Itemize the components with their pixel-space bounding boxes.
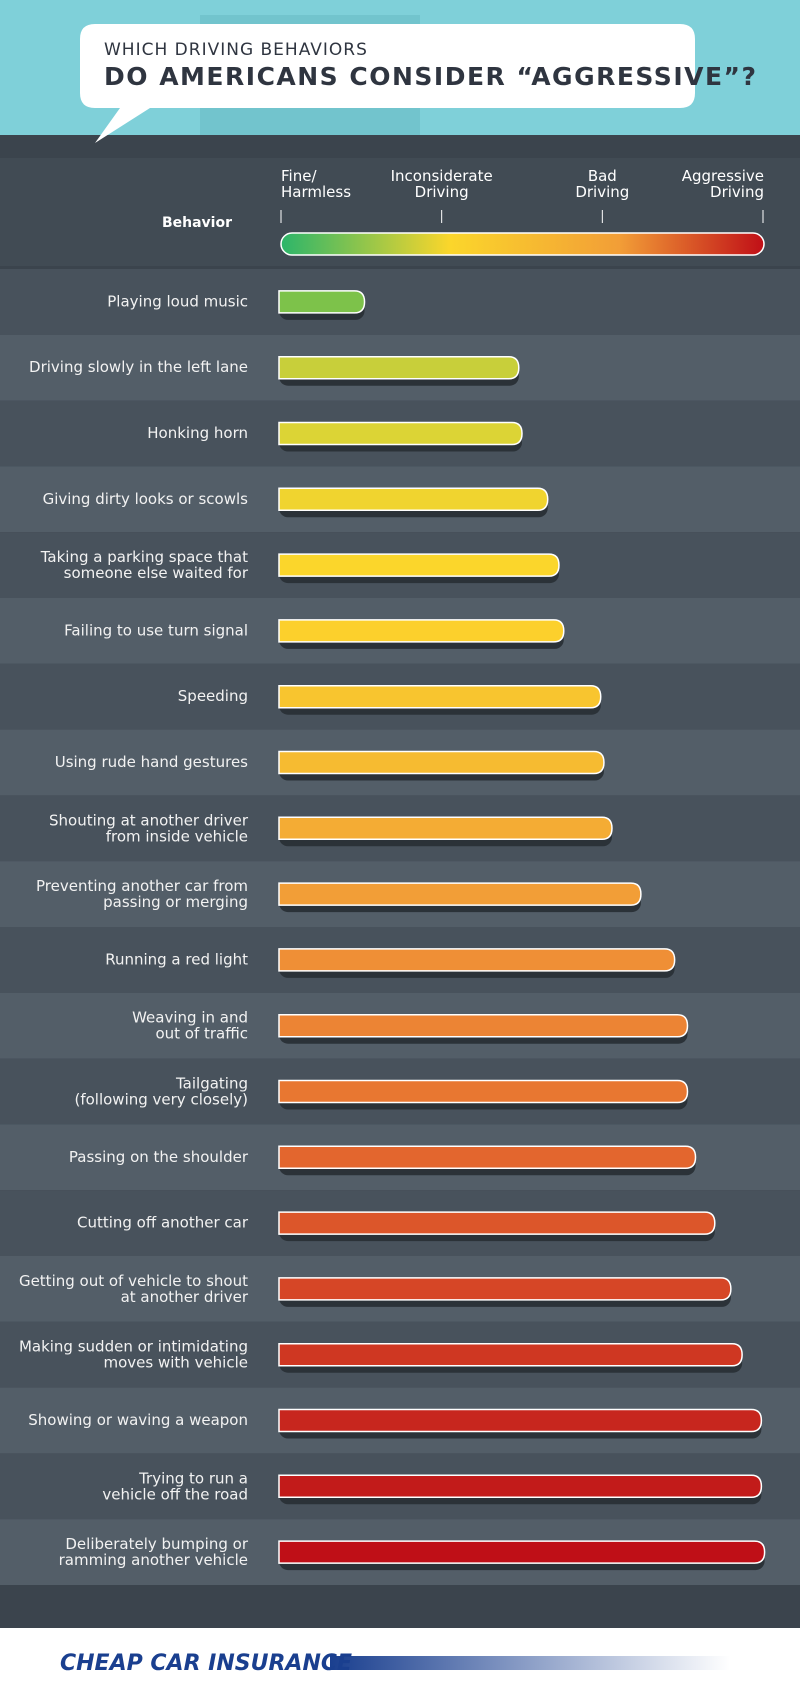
bar — [278, 1211, 716, 1235]
bar — [278, 619, 565, 643]
bar — [278, 553, 560, 577]
bar — [278, 1277, 732, 1301]
bar — [278, 355, 520, 380]
logo-stripe — [330, 1656, 730, 1670]
x-tick-label: Bad Driving — [575, 167, 629, 201]
x-tick-label: Aggressive Driving — [682, 167, 764, 201]
bar — [278, 948, 676, 972]
speech-bubble — [80, 24, 695, 143]
category-label: Running a red light — [105, 950, 248, 968]
category-label: Tailgating (following very closely) — [74, 1074, 248, 1108]
bar — [278, 750, 605, 775]
bar — [278, 1408, 763, 1433]
category-label: Honking horn — [147, 424, 248, 442]
bar — [278, 1013, 689, 1038]
category-label: Cutting off another car — [77, 1214, 249, 1232]
category-label: Showing or waving a weapon — [28, 1411, 248, 1429]
category-label: Taking a parking space that someone else … — [40, 548, 249, 582]
bar — [278, 290, 366, 314]
category-label: Making sudden or intimidating moves with … — [19, 1337, 248, 1371]
category-label: Passing on the shoulder — [69, 1148, 249, 1166]
category-label: Shouting at another driver from inside ve… — [49, 811, 249, 845]
bar — [278, 1540, 766, 1564]
logo: CHEAP CAR INSURANCE — [60, 1651, 352, 1676]
subtitle: WHICH DRIVING BEHAVIORS — [104, 40, 368, 60]
category-label: Deliberately bumping or ramming another v… — [59, 1535, 249, 1569]
x-tick-label: Inconsiderate Driving — [391, 167, 493, 201]
bar — [278, 684, 602, 709]
bar — [278, 1474, 763, 1499]
category-header: Behavior — [162, 215, 232, 231]
bar — [278, 882, 642, 906]
bar — [278, 1079, 689, 1104]
category-label: Giving dirty looks or scowls — [43, 490, 249, 508]
title: DO AMERICANS CONSIDER “AGGRESSIVE”? — [104, 62, 757, 91]
category-label: Trying to run a vehicle off the road — [102, 1469, 248, 1503]
category-label: Failing to use turn signal — [64, 621, 248, 639]
x-tick-label: Fine/Harmless — [281, 167, 351, 201]
category-label: Preventing another car from passing or me… — [36, 877, 248, 911]
category-label: Driving slowly in the left lane — [29, 358, 248, 376]
bar — [278, 487, 549, 512]
category-label: Getting out of vehicle to shout at anothe… — [19, 1271, 249, 1305]
category-label: Using rude hand gestures — [55, 753, 248, 771]
category-label: Speeding — [178, 687, 248, 705]
scale-gradient — [280, 232, 765, 256]
row-bg — [0, 269, 800, 335]
bar — [278, 1342, 743, 1367]
category-label: Weaving in and out of traffic — [132, 1008, 248, 1042]
bar — [278, 1145, 697, 1170]
bar — [278, 421, 523, 446]
bar — [278, 816, 613, 841]
category-label: Playing loud music — [107, 292, 248, 310]
